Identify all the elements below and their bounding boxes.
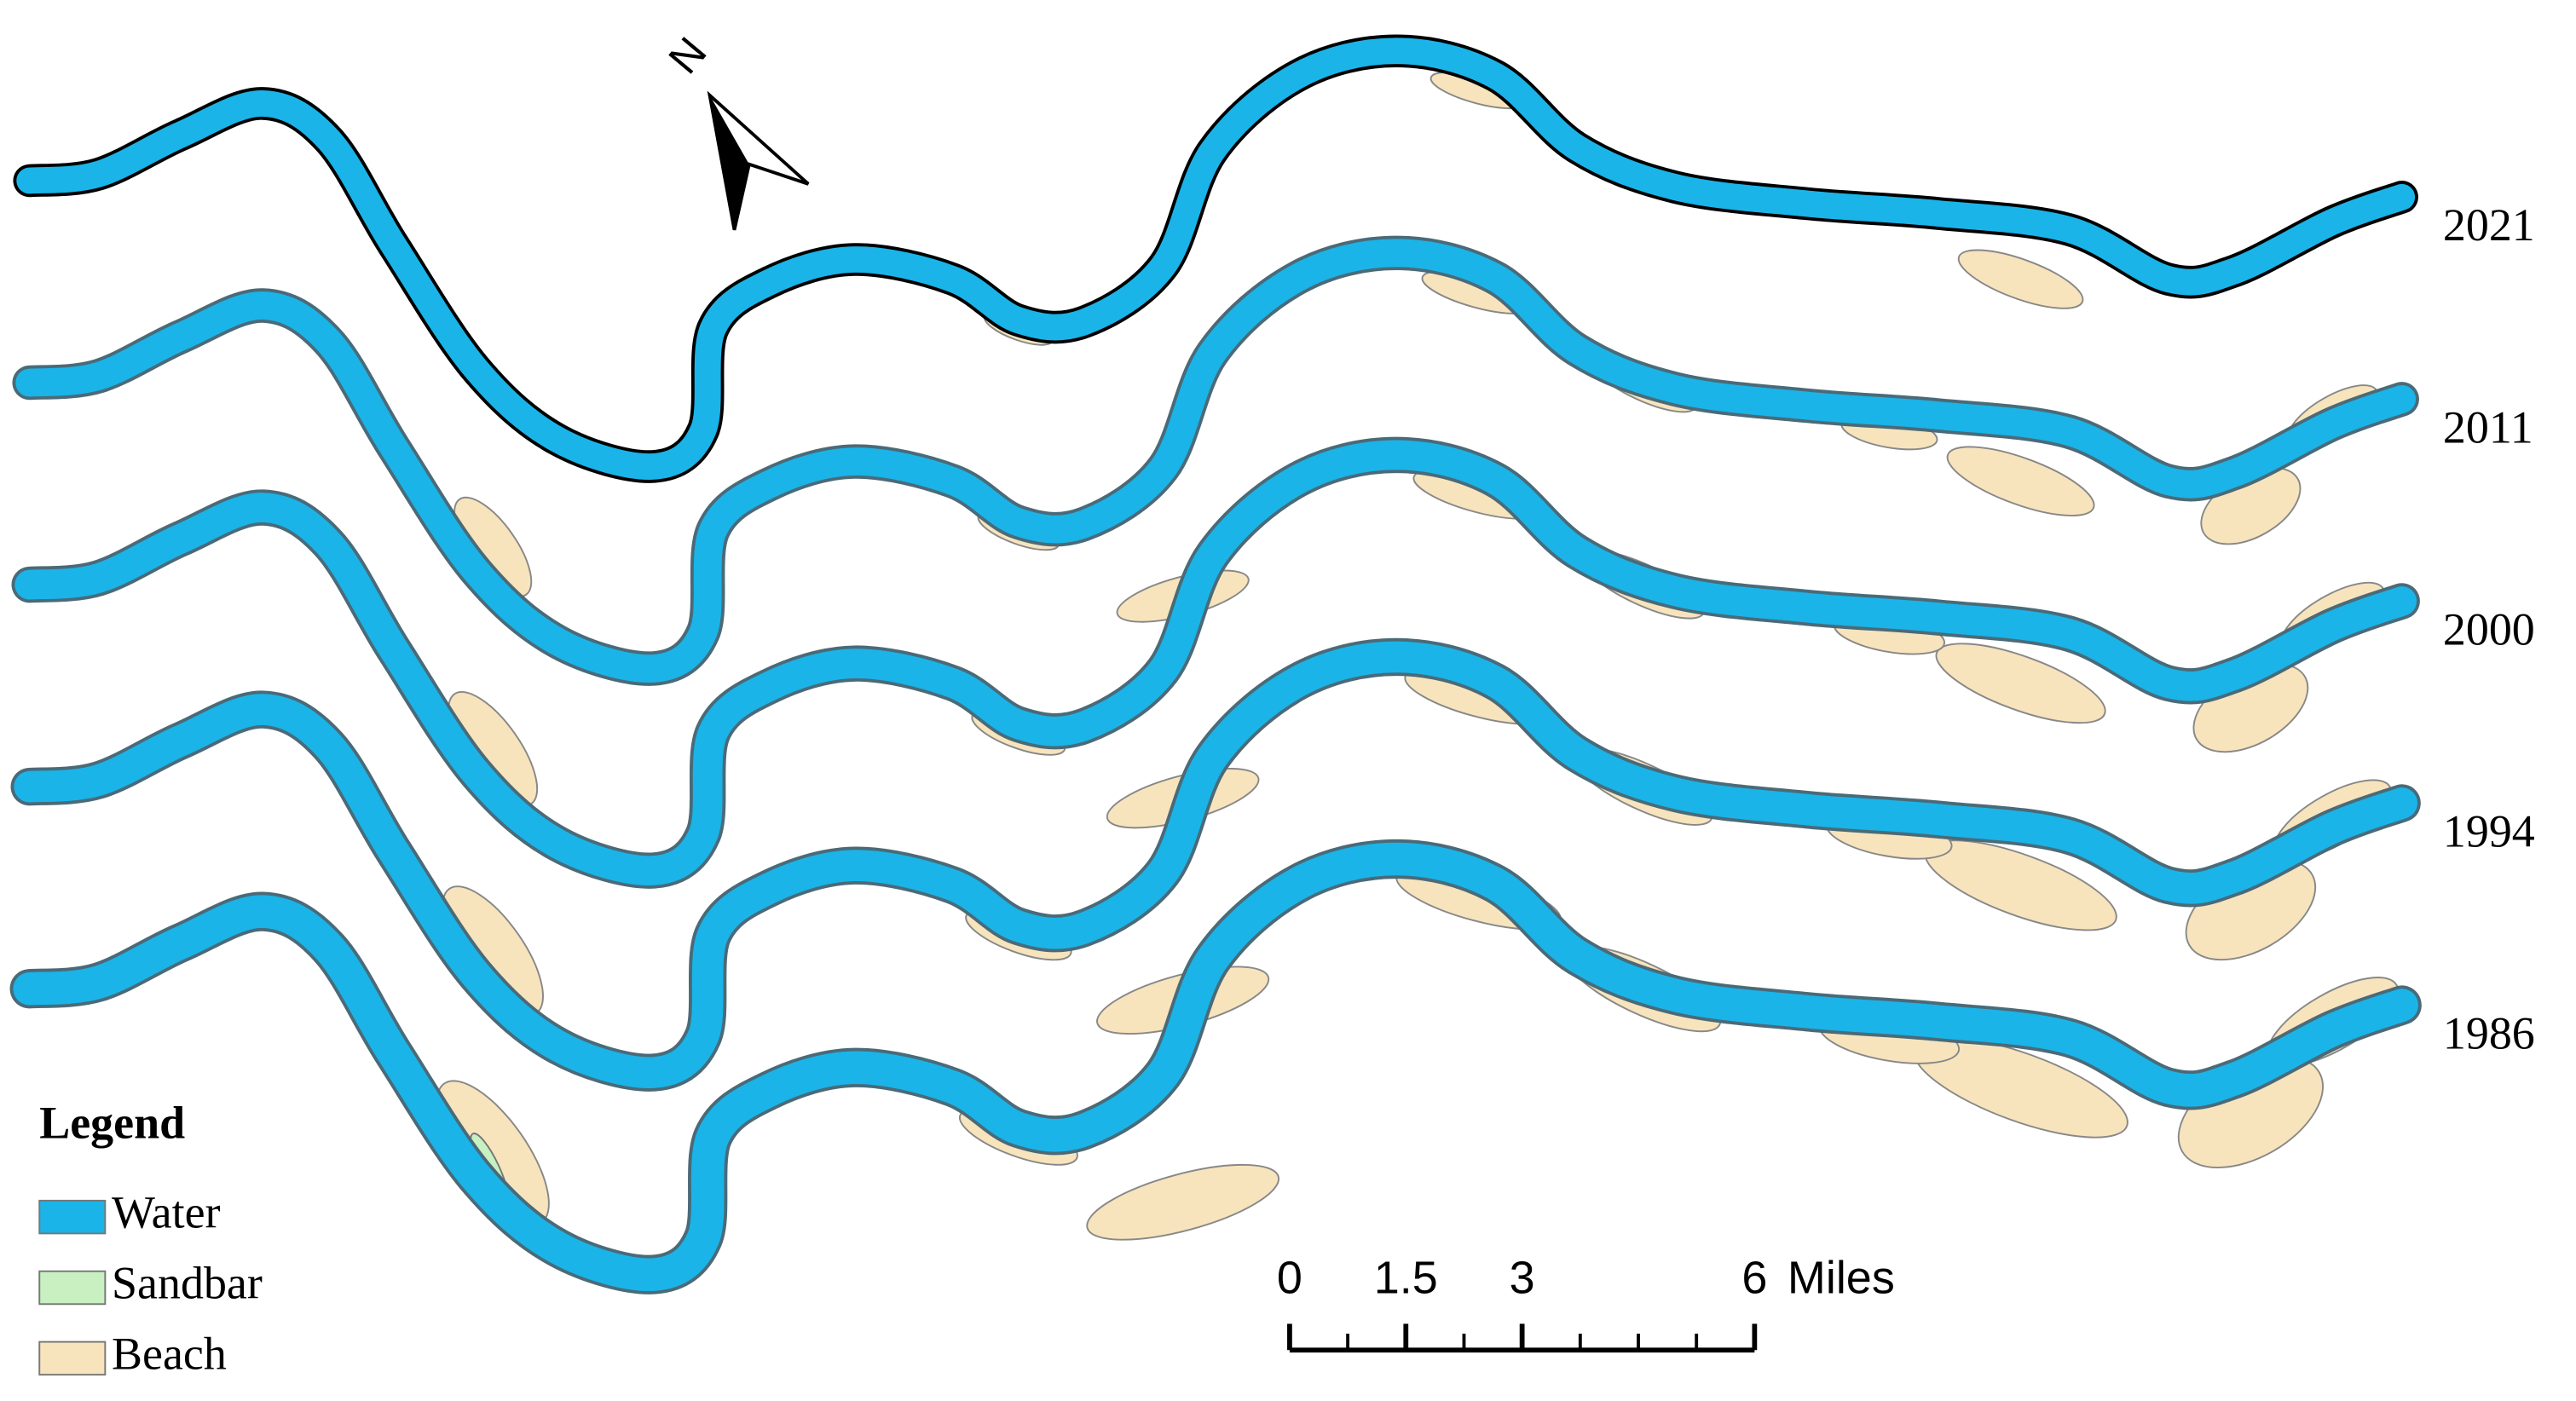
legend-label: Beach [112, 1328, 227, 1379]
legend-label: Water [112, 1187, 220, 1238]
scale-unit: Miles [1788, 1253, 1895, 1304]
river [12, 235, 2419, 686]
beach [1946, 446, 2095, 516]
north-arrow: N [659, 28, 810, 231]
beach [1935, 643, 2106, 724]
scale-label: 0 [1277, 1253, 1302, 1304]
rivers [9, 34, 2422, 1294]
beach [1086, 1163, 1280, 1241]
year-label: 1986 [2443, 1007, 2535, 1058]
legend-swatch [38, 1199, 107, 1235]
north-arrow-fill [709, 95, 749, 230]
scale-label: 6 [1741, 1253, 1767, 1304]
scale-label: 1.5 [1374, 1253, 1438, 1304]
year-label: 2021 [2443, 199, 2535, 251]
year-label: 2011 [2443, 401, 2533, 453]
year-label: 1994 [2443, 805, 2535, 856]
scale-bar: 0 1.5 3 6 Miles [1277, 1253, 1895, 1353]
river-water [14, 641, 2418, 1088]
river-water [13, 842, 2418, 1292]
legend-title: Legend [39, 1098, 185, 1149]
river [13, 34, 2418, 483]
year-label: 2000 [2443, 603, 2535, 654]
legend-swatch [38, 1270, 107, 1306]
beach [1957, 249, 2084, 309]
river [10, 637, 2421, 1092]
river-water [14, 440, 2417, 885]
river-water [16, 37, 2416, 480]
north-label: N [659, 28, 715, 83]
river-water [15, 239, 2417, 683]
legend: Legend Water Sandbar Beach [38, 1098, 263, 1379]
river [9, 839, 2422, 1294]
scale-label: 3 [1510, 1253, 1535, 1304]
river [11, 436, 2420, 889]
legend-swatch [38, 1340, 107, 1376]
legend-label: Sandbar [112, 1257, 263, 1308]
